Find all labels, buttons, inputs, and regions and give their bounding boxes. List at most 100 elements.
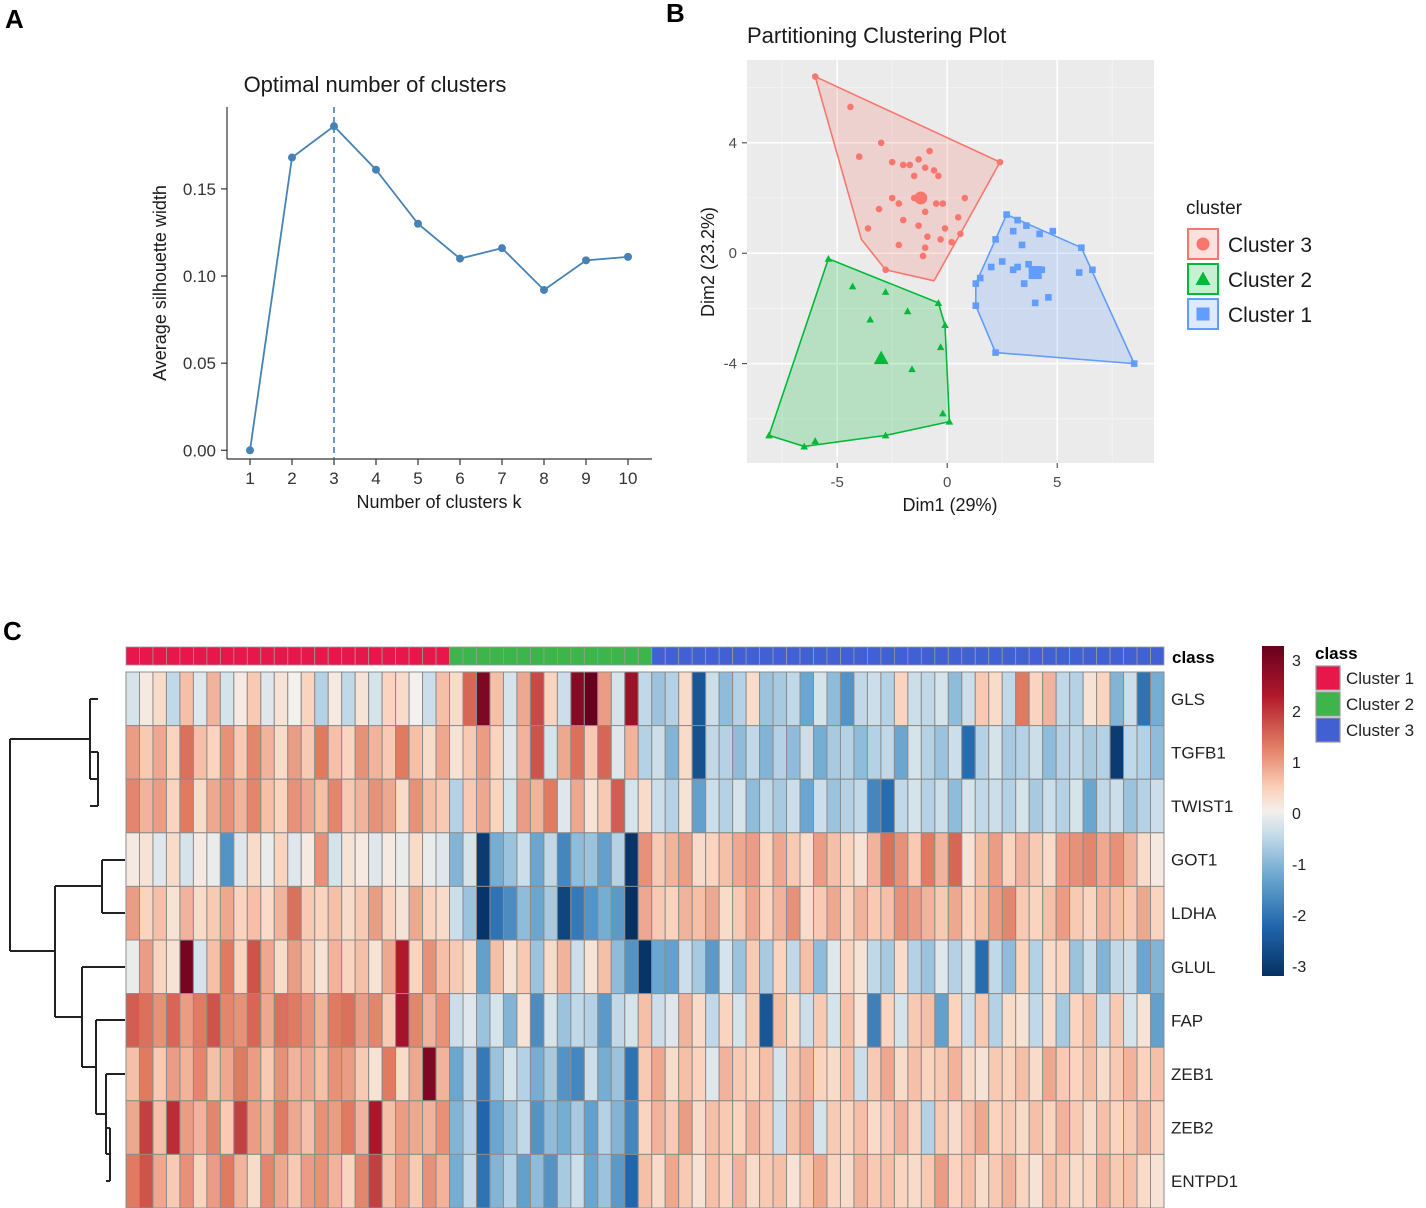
heatmap-cell: [179, 778, 194, 834]
heatmap-cell: [125, 885, 140, 941]
heatmap-cell: [125, 939, 140, 995]
heatmap-cell: [314, 671, 329, 727]
heatmap-cell: [813, 1153, 828, 1208]
heatmap-cell: [489, 725, 504, 780]
heatmap-cell: [206, 1153, 221, 1208]
heatmap-cell: [705, 778, 720, 834]
heatmap-cell: [219, 725, 235, 780]
heatmap-cell: [893, 993, 909, 1048]
class-bar-cell: [853, 646, 868, 666]
heatmap-cell: [341, 778, 356, 834]
class-bar-cell: [637, 646, 653, 666]
heatmap-cell: [1015, 1046, 1030, 1102]
heatmap-cell: [988, 1100, 1003, 1155]
heatmap-cell: [826, 939, 841, 995]
heatmap-cell: [907, 832, 922, 887]
heatmap-cell: [624, 671, 639, 727]
heatmap-cell: [1042, 1100, 1057, 1155]
class-bar-cell: [354, 646, 370, 666]
x-tick-label: 2: [287, 469, 296, 488]
heatmap-cell: [839, 993, 855, 1048]
heatmap-cell: [799, 778, 815, 834]
heatmap-cell: [705, 1153, 720, 1208]
heatmap-cell: [489, 778, 504, 834]
heatmap-cell: [664, 1153, 680, 1208]
y-tick-label: 0: [729, 245, 737, 262]
silhouette-point: [582, 256, 590, 265]
heatmap-cell: [462, 939, 477, 995]
heatmap-cell: [502, 885, 518, 941]
heatmap-cell: [192, 778, 208, 834]
heatmap-cell: [1082, 1153, 1098, 1208]
chart-b-title: Partitioning Clustering Plot: [747, 23, 1006, 48]
heatmap-cell: [934, 832, 949, 887]
heatmap-cell: [934, 778, 949, 834]
heatmap-cell: [664, 1100, 680, 1155]
heatmap-cell: [341, 1046, 356, 1102]
heatmap-cell: [462, 1153, 477, 1208]
heatmap-cell: [381, 1153, 397, 1208]
cluster-point: [899, 216, 907, 224]
heatmap-cell: [1069, 832, 1084, 887]
heatmap-cell: [1082, 939, 1098, 995]
heatmap-cell: [1150, 778, 1165, 834]
heatmap-cell: [260, 832, 275, 887]
class-legend-label: Cluster 3: [1346, 721, 1414, 740]
heatmap-cell: [219, 993, 235, 1048]
heatmap-cell: [502, 832, 518, 887]
heatmap-cell: [920, 832, 936, 887]
heatmap-cell: [583, 671, 599, 727]
heatmap-cell: [314, 939, 329, 995]
class-bar-cell: [435, 646, 450, 666]
heatmap-cell: [314, 993, 329, 1048]
heatmap-cell: [920, 939, 936, 995]
heatmap-cell: [287, 725, 302, 780]
heatmap-cell: [1109, 1046, 1125, 1102]
heatmap-cell: [206, 993, 221, 1048]
heatmap-cell: [759, 1100, 774, 1155]
heatmap-cell: [516, 993, 531, 1048]
heatmap-cell: [1001, 671, 1017, 727]
heatmap-cell: [1028, 671, 1044, 727]
class-bar-cell: [1136, 646, 1151, 666]
heatmap-cell: [732, 1046, 747, 1102]
cluster-point: [1049, 227, 1057, 235]
heatmap-cell: [920, 1153, 936, 1208]
heatmap-cell: [354, 885, 370, 941]
cluster-point: [921, 208, 929, 216]
cluster-point: [1036, 230, 1043, 238]
panel-label-c: C: [3, 616, 22, 646]
heatmap-cell: [880, 778, 895, 834]
class-bar-cell: [314, 646, 329, 666]
heatmap-cell: [813, 885, 828, 941]
heatmap-cell: [786, 1153, 801, 1208]
class-bar-cell: [152, 646, 167, 666]
class-bar-cell: [1055, 646, 1071, 666]
x-tick-label: -5: [831, 474, 844, 491]
heatmap-cell: [529, 939, 545, 995]
cluster-point: [1009, 266, 1017, 274]
heatmap-cell: [556, 1100, 572, 1155]
heatmap-cell: [718, 671, 734, 727]
heatmap-cell: [934, 725, 949, 780]
heatmap-cell: [529, 1046, 545, 1102]
heatmap-cell: [961, 1046, 976, 1102]
heatmap-cell: [1055, 1100, 1071, 1155]
colorbar-tick-label: 1: [1292, 755, 1301, 772]
cluster-point: [875, 205, 883, 213]
heatmap-cell: [475, 885, 491, 941]
heatmap-cell: [705, 832, 720, 887]
heatmap-cell: [664, 993, 680, 1048]
heatmap-cell: [435, 778, 451, 834]
cluster-point: [921, 164, 929, 171]
heatmap-cell: [839, 832, 855, 887]
heatmap-cell: [786, 939, 801, 995]
class-bar-cell: [125, 646, 140, 666]
cluster-point: [961, 194, 969, 202]
heatmap-cell: [408, 725, 424, 780]
heatmap-cell: [583, 1046, 599, 1102]
heatmap-cell: [597, 725, 612, 780]
heatmap-cell: [624, 1153, 639, 1208]
heatmap-cell: [1015, 1100, 1030, 1155]
heatmap-cell: [1069, 1046, 1084, 1102]
